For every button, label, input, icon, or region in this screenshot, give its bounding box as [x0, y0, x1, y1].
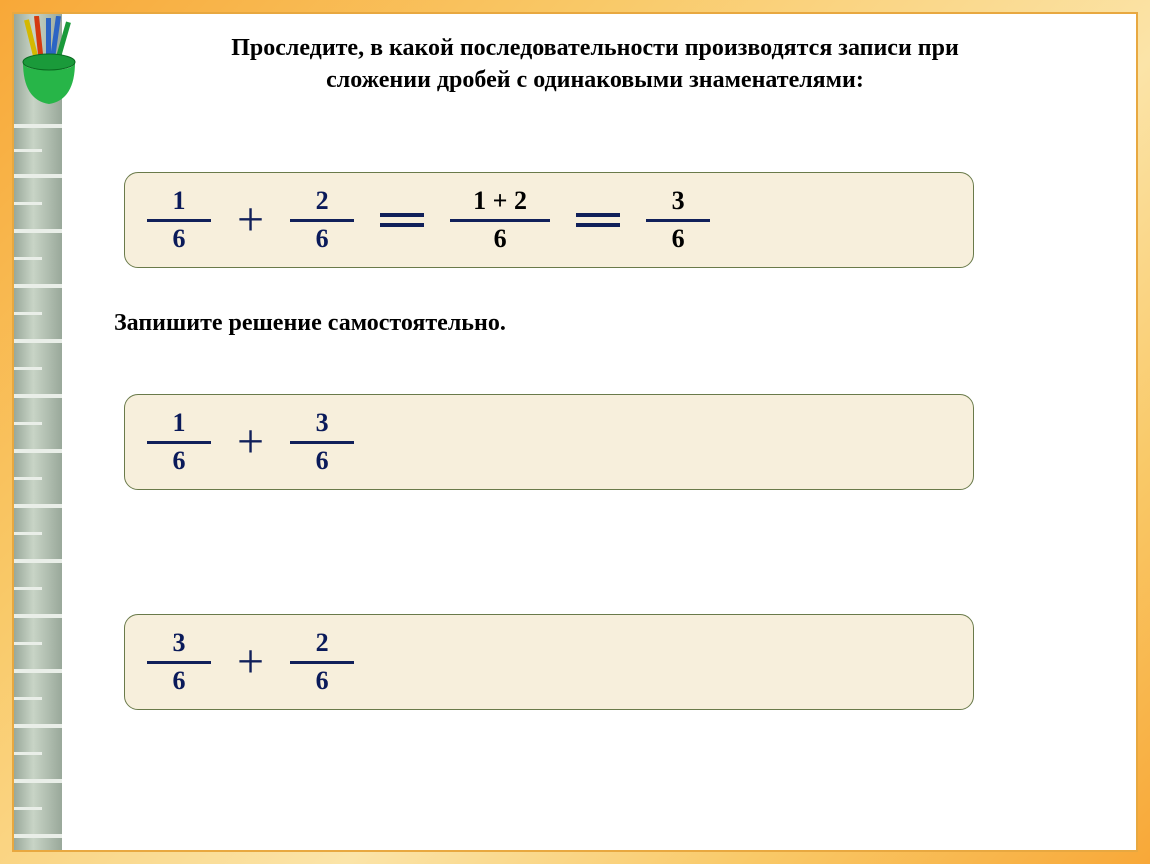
fraction-2: 2 6 — [290, 629, 354, 695]
ruler-tick-short — [14, 642, 42, 645]
fraction-1: 3 6 — [147, 629, 211, 695]
ruler-tick — [14, 284, 62, 288]
ruler-tick — [14, 124, 62, 128]
ruler-tick-short — [14, 422, 42, 425]
ruler-tick-short — [14, 312, 42, 315]
ruler-tick — [14, 559, 62, 563]
equals-icon — [380, 213, 424, 227]
ruler-tick — [14, 449, 62, 453]
fraction-sum-expr: 1 + 2 6 — [450, 187, 550, 253]
ruler-tick-short — [14, 697, 42, 700]
plus-icon: + — [237, 638, 264, 686]
pencil-cup-icon — [18, 16, 80, 106]
plus-icon: + — [237, 196, 264, 244]
ruler-tick-short — [14, 752, 42, 755]
task2-row: 3 6 + 2 6 — [147, 629, 951, 695]
title-line-2: сложении дробей с одинаковыми знаменател… — [326, 67, 864, 93]
ruler-tick — [14, 504, 62, 508]
task1-panel: 1 6 + 3 6 — [124, 394, 974, 490]
ruler-tick-short — [14, 367, 42, 370]
ruler-tick-short — [14, 587, 42, 590]
task1-row: 1 6 + 3 6 — [147, 409, 951, 475]
ruler-tick-short — [14, 532, 42, 535]
page-frame: Проследите, в какой последовательности п… — [12, 12, 1138, 852]
example-panel: 1 6 + 2 6 1 + 2 6 3 6 — [124, 172, 974, 268]
ruler-tick-short — [14, 257, 42, 260]
ruler-tick — [14, 394, 62, 398]
page-title: Проследите, в какой последовательности п… — [84, 32, 1106, 97]
fraction-1: 1 6 — [147, 187, 211, 253]
fraction-1: 1 6 — [147, 409, 211, 475]
ruler-tick — [14, 229, 62, 233]
ruler-tick — [14, 174, 62, 178]
task2-panel: 3 6 + 2 6 — [124, 614, 974, 710]
ruler-tick — [14, 669, 62, 673]
title-line-1: Проследите, в какой последовательности п… — [231, 35, 959, 61]
ruler-tick-short — [14, 807, 42, 810]
ruler-tick — [14, 614, 62, 618]
ruler-tick — [14, 834, 62, 838]
equals-icon — [576, 213, 620, 227]
ruler-tick-short — [14, 477, 42, 480]
plus-icon: + — [237, 418, 264, 466]
fraction-2: 3 6 — [290, 409, 354, 475]
ruler-tick — [14, 724, 62, 728]
ruler-tick-short — [14, 202, 42, 205]
ruler-tick — [14, 339, 62, 343]
fraction-2: 2 6 — [290, 187, 354, 253]
ruler-tick-short — [14, 149, 42, 152]
example-row: 1 6 + 2 6 1 + 2 6 3 6 — [147, 187, 951, 253]
ruler-tick — [14, 779, 62, 783]
fraction-result: 3 6 — [646, 187, 710, 253]
ruler-decoration — [14, 14, 62, 850]
subtitle: Запишите решение самостоятельно. — [114, 310, 506, 337]
